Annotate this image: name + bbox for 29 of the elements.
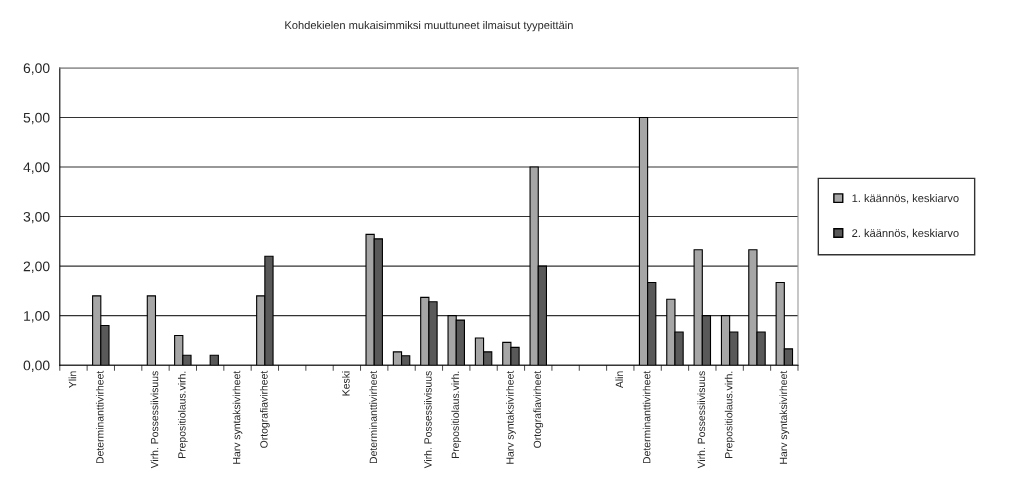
x-tick-label: Harv syntaksivirheet <box>232 370 243 464</box>
x-tick-label: Virh. Possessiivisuus <box>150 371 159 469</box>
y-tick-label: 6,00 <box>23 63 50 75</box>
y-tick-label: 3,00 <box>23 211 50 224</box>
x-tick-label: Prepositiolaus.virh. <box>451 371 462 458</box>
x-tick-label: Prepositiolaus.virh. <box>724 371 735 458</box>
chart-title: Kohdekielen mukaisimmiksi muuttuneet ilmaisut tyypeittäin <box>285 20 573 32</box>
x-tick-label: Prepositiolaus.virh. <box>177 371 188 458</box>
x-tick-label: Determinanttivirheet <box>642 370 651 464</box>
y-tick-label: 1,00 <box>24 310 50 323</box>
x-tick-label: Virh. Possessiivisuus <box>697 371 706 469</box>
y-tick-label: 0,00 <box>23 360 50 373</box>
x-tick-label: Determinanttivirheet <box>95 370 104 464</box>
x-tick-label: Keski <box>342 371 350 396</box>
x-tick-label: Ortografiavirheet <box>533 370 544 448</box>
x-tick-label: Harv syntaksivirheet <box>506 370 516 464</box>
x-tick-label: Harv syntaksivirheet <box>779 370 790 464</box>
x-tick-label: Ortografiavirheet <box>260 370 270 448</box>
legend-label: 2. käännös, keskiarvo <box>852 228 959 239</box>
x-tick-label: Alin <box>615 371 623 389</box>
x-tick-label: Ylin <box>68 371 77 388</box>
bar <box>146 295 157 366</box>
x-tick-label: Determinanttivirheet <box>369 370 378 464</box>
legend-label: 1. käännös, keskiarvo <box>852 193 959 204</box>
y-tick-label: 2,00 <box>23 261 50 273</box>
x-tick-label: Virh. Possessiivisuus <box>424 371 432 469</box>
y-tick-label: 4,00 <box>23 162 50 174</box>
y-tick-label: 5,00 <box>23 112 50 125</box>
bar <box>209 354 219 366</box>
